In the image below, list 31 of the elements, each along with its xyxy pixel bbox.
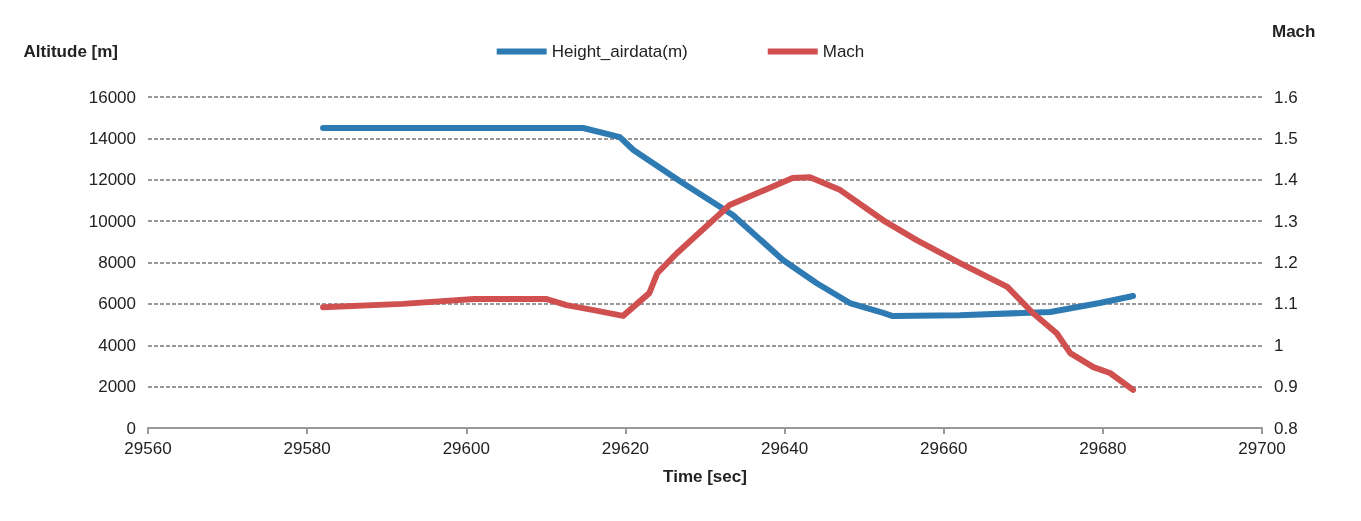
y-tick-label: 0 xyxy=(126,418,136,438)
y-tick-label: 16000 xyxy=(88,87,136,107)
y-tick-label: 10000 xyxy=(88,211,136,231)
y2-tick-label: 1.2 xyxy=(1274,253,1298,272)
x-tick-label: 29660 xyxy=(920,439,968,458)
y-tick-label: 2000 xyxy=(98,377,136,397)
y2-tick-label: 1.6 xyxy=(1274,87,1298,107)
y2-axis-title: Mach xyxy=(1272,21,1316,41)
y-tick-label: 4000 xyxy=(98,335,136,355)
x-tick-label: 29620 xyxy=(601,439,650,458)
y2-tick-label: 1.5 xyxy=(1274,128,1298,148)
y2-tick-label: 0.9 xyxy=(1274,377,1298,397)
x-tick-label: 29560 xyxy=(124,439,172,458)
y-axis-title: Altitude [m] xyxy=(23,41,118,61)
x-axis-title: Time [sec] xyxy=(663,467,747,486)
y2-tick-label: 1.3 xyxy=(1274,211,1298,231)
x-tick-label: 29700 xyxy=(1238,439,1286,458)
x-tick-label: 29600 xyxy=(442,439,490,458)
y2-tick-label: 1.4 xyxy=(1274,170,1298,190)
y2-tick-label: 0.8 xyxy=(1274,418,1298,438)
y-tick-label: 14000 xyxy=(88,128,136,148)
x-tick-label: 29680 xyxy=(1079,439,1127,458)
legend-label: Mach xyxy=(822,42,865,61)
y-tick-label: 8000 xyxy=(98,253,136,272)
legend-label: Height_airdata(m) xyxy=(551,42,688,61)
y-tick-label: 12000 xyxy=(88,170,136,190)
x-tick-label: 29580 xyxy=(283,439,331,458)
y2-tick-label: 1 xyxy=(1274,335,1284,355)
y2-tick-label: 1.1 xyxy=(1274,294,1298,314)
x-tick-label: 29640 xyxy=(760,439,809,458)
y-tick-label: 6000 xyxy=(98,294,136,314)
